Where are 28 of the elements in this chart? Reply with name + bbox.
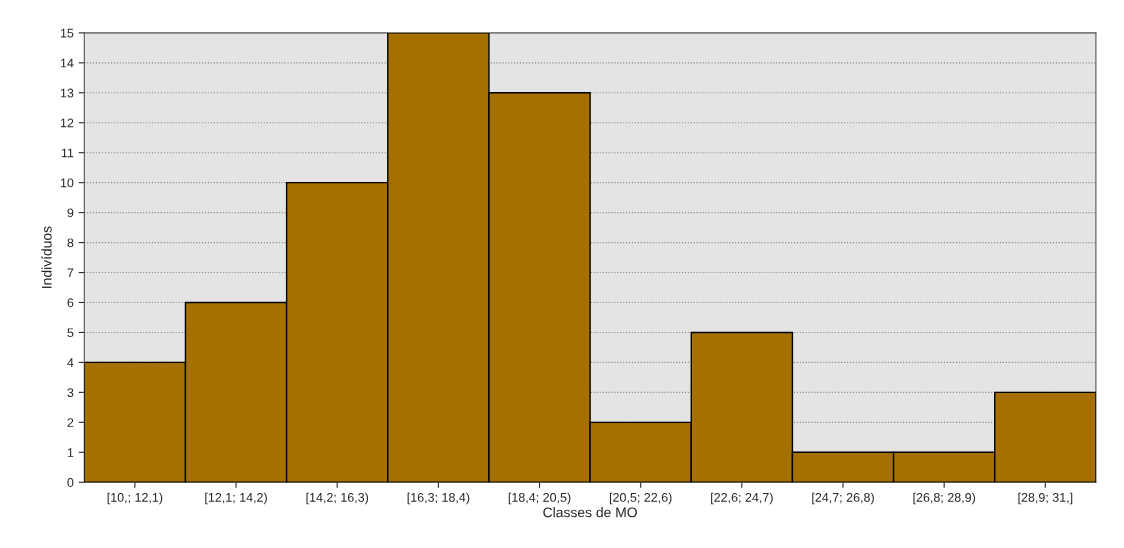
y-tick-label: 0	[67, 478, 74, 487]
y-tick-label: 11	[61, 148, 74, 158]
y-tick-label: 3	[67, 388, 74, 398]
y-tick-label: 7	[67, 268, 74, 278]
y-tick-label: 14	[60, 58, 74, 68]
x-tick-label: [16,3; 18,4)	[407, 492, 470, 505]
y-tick-label: 10	[60, 178, 74, 188]
x-axis-title: Classes de MO	[543, 507, 637, 518]
x-tick-label: [26,8; 28,9)	[913, 492, 976, 505]
y-tick-label: 1	[67, 448, 74, 457]
y-tick-label: 4	[67, 358, 74, 367]
x-tick-label: [12,1; 14,2)	[205, 492, 267, 505]
x-tick-label: [28,9; 31,]	[1018, 492, 1073, 505]
x-tick-label: [24,7; 26,8)	[812, 492, 874, 505]
y-tick-label: 5	[67, 328, 74, 338]
x-tick-label: [22,6; 24,7)	[711, 492, 773, 505]
x-tick-label: [20,5; 22,6)	[609, 492, 672, 505]
y-tick-label: 2	[67, 418, 74, 427]
y-axis-title: Indivíduos	[41, 226, 52, 288]
y-tick-label: 12	[60, 118, 74, 128]
x-tick-label: [10,; 12,1)	[107, 492, 163, 505]
y-tick-label: 8	[67, 238, 74, 248]
y-tick-label: 6	[67, 298, 74, 308]
x-tick-label: [14,2; 16,3)	[306, 492, 369, 505]
x-tick-label: [18,4; 20,5)	[508, 492, 571, 505]
y-tick-label: 15	[60, 28, 74, 38]
y-tick-label: 9	[67, 208, 74, 218]
y-tick-label: 13	[60, 88, 74, 98]
